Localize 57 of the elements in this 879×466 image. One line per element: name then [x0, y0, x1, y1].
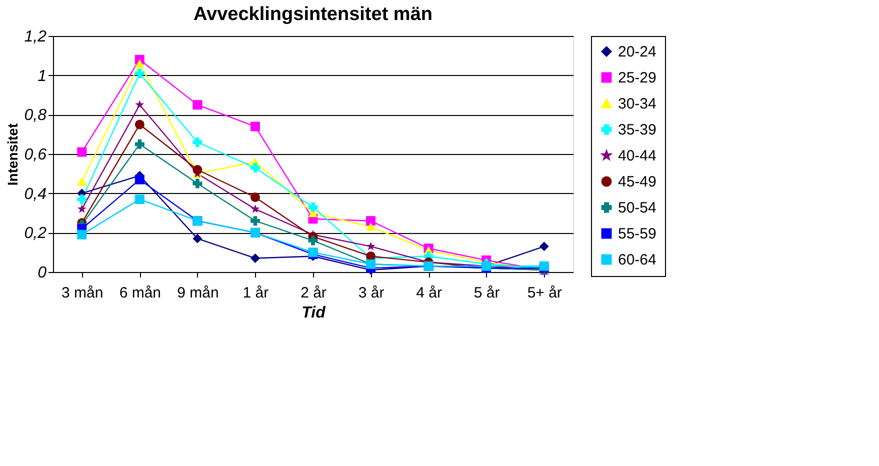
x-tick-label: 6 mån [119, 284, 162, 302]
point [134, 59, 144, 68]
y-tick-label: 0,8 [24, 107, 47, 124]
y-tick-label: 0 [38, 264, 47, 282]
point [134, 139, 144, 149]
legend-label: 55-59 [618, 226, 656, 242]
y-tick-label: 1 [38, 68, 46, 85]
x-axis-title: Tid [302, 304, 327, 322]
point [77, 177, 87, 186]
x-tick-label: 3 år [358, 284, 384, 302]
y-tick-label: 1,2 [24, 28, 47, 46]
legend-label: 45-49 [618, 174, 656, 190]
point [250, 204, 260, 213]
y-axis-title: Intensitet [4, 123, 20, 186]
x-tick-label: 1 år [242, 284, 269, 302]
legend-label: 30-34 [618, 96, 656, 112]
point [192, 234, 202, 244]
point [250, 253, 260, 263]
point [308, 202, 318, 212]
point [134, 194, 144, 204]
point [366, 216, 376, 226]
chart-title: Avvecklingsintensitet män [194, 4, 432, 25]
y-tick-label: 0,4 [24, 186, 47, 203]
legend-label: 60-64 [618, 252, 656, 268]
point [250, 192, 260, 202]
point [308, 236, 318, 246]
point [134, 174, 144, 184]
x-tick-label: 5 år [474, 284, 500, 302]
point [192, 137, 202, 147]
x-tick-label: 3 mån [62, 284, 104, 302]
point [366, 222, 376, 231]
point [539, 242, 549, 252]
point [250, 122, 260, 132]
legend-label: 50-54 [618, 200, 656, 216]
point [366, 242, 376, 250]
point [192, 100, 202, 110]
point [134, 68, 144, 78]
point [77, 204, 86, 213]
point [77, 230, 87, 240]
x-tick-label: 4 år [416, 284, 442, 302]
point [77, 194, 87, 204]
y-tick-label: 0,6 [24, 146, 47, 164]
point [134, 120, 144, 130]
point [77, 147, 87, 157]
point [250, 216, 260, 226]
point [192, 165, 202, 174]
point [135, 100, 144, 109]
y-tick-label: 0,2 [24, 225, 47, 242]
x-tick-label: 5+ år [527, 284, 562, 302]
point [192, 178, 202, 188]
legend-label: 40-44 [618, 148, 656, 164]
legend-label: 20-24 [618, 44, 656, 60]
point [250, 163, 260, 173]
x-tick-label: 2 år [300, 284, 326, 302]
legend-label: 35-39 [618, 122, 656, 138]
x-tick-label: 9 mån [177, 284, 219, 302]
legend-label: 25-29 [618, 70, 656, 86]
